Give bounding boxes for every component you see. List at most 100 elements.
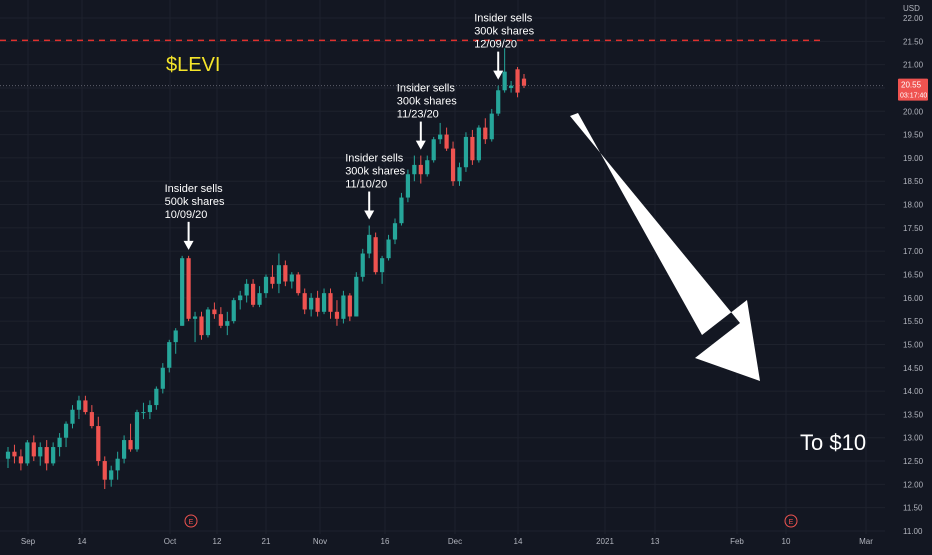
candle-body [405, 174, 410, 198]
target-arrow [570, 113, 760, 381]
candle-body [186, 258, 191, 319]
candle-body [63, 423, 69, 438]
candle [102, 456, 107, 490]
candle [205, 307, 211, 338]
candle [425, 155, 430, 177]
date-tick-label: 14 [514, 537, 523, 546]
candle-body [128, 440, 133, 450]
price-tick-label: 13.00 [903, 434, 924, 443]
candle [334, 300, 340, 326]
date-tick-label: 12 [213, 537, 222, 546]
date-tick-label: 2021 [596, 537, 614, 546]
candle-body [341, 295, 346, 319]
candle [70, 405, 75, 429]
candle-body [263, 276, 269, 294]
price-tick-label: 13.50 [903, 410, 924, 419]
candle-body [360, 253, 365, 277]
annotation-text: 11/10/20 [345, 179, 387, 191]
price-tick-label: 19.00 [903, 154, 924, 163]
candle-body [521, 78, 527, 86]
candle [238, 290, 243, 310]
candle-body [89, 412, 94, 427]
candle-body [134, 412, 140, 450]
annotation-text: 300k shares [345, 166, 405, 178]
candle-body [373, 237, 378, 273]
price-tick-label: 17.50 [903, 224, 924, 233]
candle [44, 440, 49, 471]
earnings-marker-label: E [789, 519, 794, 526]
annotation-arrow-head [415, 140, 426, 150]
candle [18, 449, 23, 471]
annotation-text: 500k shares [165, 196, 225, 208]
candle [218, 307, 223, 329]
candle-body [412, 164, 417, 175]
price-tick-label: 11.50 [903, 504, 923, 513]
date-tick-label: Mar [859, 537, 873, 546]
candle-body [154, 388, 159, 406]
candle [180, 255, 185, 326]
candle-body [334, 311, 340, 319]
candle-body [289, 274, 294, 282]
candle [438, 122, 443, 144]
candle [515, 66, 520, 98]
candle [450, 141, 456, 186]
annotation-text: 300k shares [397, 96, 457, 108]
date-tick-label: Nov [313, 537, 327, 546]
annotation-text: Insider sells [397, 83, 456, 95]
candle-body [5, 451, 11, 459]
candle-body [489, 113, 494, 140]
candle-body [483, 127, 488, 140]
candle [476, 125, 481, 163]
candle-body [231, 300, 236, 322]
candle-body [380, 258, 385, 273]
date-tick-label: 14 [78, 537, 87, 546]
earnings-marker: E [784, 514, 798, 528]
candle [76, 395, 82, 420]
candle-body [76, 400, 82, 410]
candle [167, 339, 172, 373]
candle [483, 118, 488, 144]
candle-body [270, 276, 275, 284]
candle-body [470, 136, 475, 161]
candle-body [115, 458, 120, 471]
annotation-arrow-head [183, 240, 194, 250]
candle-body [244, 283, 249, 296]
candle [251, 279, 256, 308]
candle [354, 272, 359, 317]
candle [444, 127, 449, 151]
price-axis: USD22.0021.5021.0020.5020.0019.5019.0018… [903, 4, 924, 536]
candle [5, 447, 11, 469]
date-tick-label: Feb [730, 537, 744, 546]
annotation-arrow-head [493, 70, 504, 80]
candle-body [218, 314, 223, 326]
candle [463, 132, 469, 172]
date-tick-label: 13 [651, 537, 660, 546]
target-label: To $10 [800, 430, 866, 455]
candle [315, 290, 320, 317]
date-tick-label: Dec [448, 537, 462, 546]
candle [360, 248, 365, 282]
grid-lines [0, 0, 885, 534]
candle-body [515, 69, 520, 93]
candle [122, 435, 127, 464]
candle [141, 402, 146, 420]
candle [160, 363, 165, 394]
candle [380, 255, 385, 284]
last-price-badge-bg [898, 78, 928, 101]
price-tick-label: 17.00 [903, 247, 924, 256]
candle-body [12, 451, 17, 457]
candle-body [122, 440, 127, 459]
candle [63, 421, 69, 448]
price-tick-label: 16.50 [903, 271, 924, 280]
price-tick-label: 15.00 [903, 340, 924, 349]
earnings-marker: E [184, 514, 198, 528]
candle-body [463, 136, 469, 168]
price-tick-label: 18.50 [903, 177, 924, 186]
annotation-arrow-head [364, 210, 375, 220]
earnings-marker-circle [184, 514, 198, 528]
